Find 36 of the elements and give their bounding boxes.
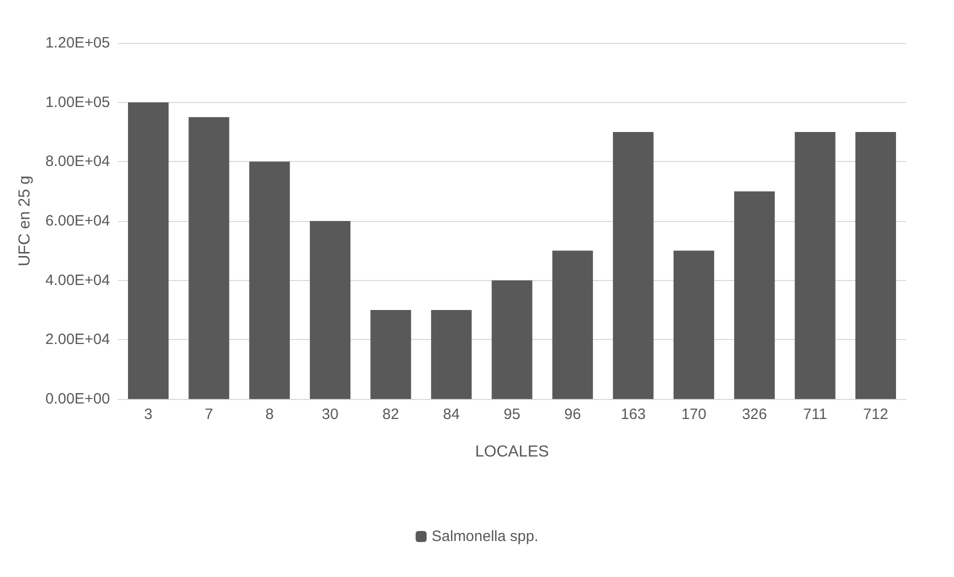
x-tick-label: 163 xyxy=(620,406,646,423)
legend-label: Salmonella spp. xyxy=(432,528,538,545)
x-tick-label: 95 xyxy=(504,406,520,423)
x-tick-label: 82 xyxy=(382,406,400,423)
bar xyxy=(249,162,290,399)
bar xyxy=(370,310,412,399)
y-tick-label: 8.00E+04 xyxy=(45,153,110,170)
x-axis-title: LOCALES xyxy=(475,444,549,460)
x-tick-label: 170 xyxy=(681,406,706,423)
y-axis-title: UFC en 25 g xyxy=(16,176,34,266)
y-tick-label: 1.00E+05 xyxy=(45,94,110,111)
bar xyxy=(128,102,169,399)
bar xyxy=(188,117,230,399)
bar xyxy=(492,280,532,399)
y-tick-label: 6.00E+04 xyxy=(45,212,110,230)
bar xyxy=(734,191,775,399)
x-tick-label: 96 xyxy=(564,406,581,423)
bar xyxy=(310,221,350,399)
bar xyxy=(552,250,593,399)
x-tick-label: 84 xyxy=(443,406,460,423)
bar xyxy=(431,310,472,399)
y-tick-label: 1.20E+05 xyxy=(45,34,110,52)
bar xyxy=(674,250,714,399)
y-tick-label: 0.00E+00 xyxy=(45,390,110,408)
bar xyxy=(855,132,896,399)
y-tick-label: 4.00E+04 xyxy=(45,272,110,289)
x-tick-label: 712 xyxy=(863,406,888,423)
x-tick-label: 30 xyxy=(322,406,338,423)
x-tick-label: 8 xyxy=(265,406,274,423)
x-tick-label: 711 xyxy=(803,406,828,423)
y-tick-label: 2.00E+04 xyxy=(45,331,110,348)
x-tick-label: 3 xyxy=(144,406,152,423)
x-tick-label: 326 xyxy=(742,406,767,423)
bar xyxy=(612,132,654,399)
x-tick-label: 7 xyxy=(204,406,214,423)
bar xyxy=(794,132,836,399)
